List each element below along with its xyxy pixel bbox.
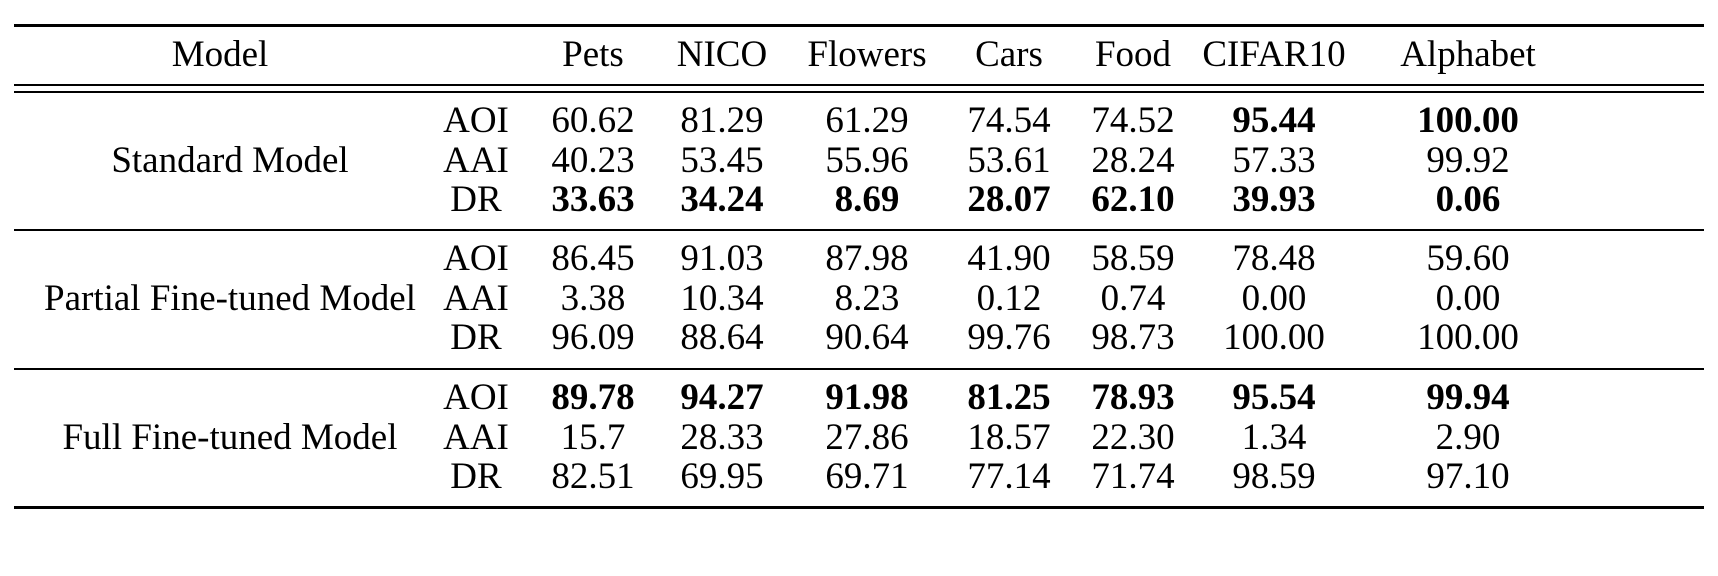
- value-cell: 55.96: [825, 140, 909, 181]
- value-cell: 82.51: [551, 456, 635, 497]
- value-cell: 69.71: [825, 456, 909, 497]
- group-rule-1: [14, 229, 1704, 231]
- value-cell: 53.61: [967, 140, 1051, 181]
- group-rule-2: [14, 368, 1704, 370]
- value-cell: 99.94: [1426, 377, 1510, 418]
- value-cell: 91.98: [825, 377, 909, 418]
- metric-label: DR: [450, 456, 502, 497]
- value-cell: 0.00: [1435, 278, 1501, 319]
- value-cell: 15.7: [560, 417, 626, 458]
- header-model: Model: [171, 34, 269, 75]
- metric-label: DR: [450, 317, 502, 358]
- value-cell: 90.64: [825, 317, 909, 358]
- metric-label: AOI: [443, 100, 509, 141]
- value-cell: 74.54: [967, 100, 1051, 141]
- value-cell: 74.52: [1091, 100, 1175, 141]
- value-cell: 100.00: [1417, 100, 1519, 141]
- value-cell: 98.73: [1091, 317, 1175, 358]
- metric-label: AAI: [443, 140, 509, 181]
- value-cell: 18.57: [967, 417, 1051, 458]
- group-name: Full Fine-tuned Model: [62, 417, 398, 458]
- value-cell: 81.25: [967, 377, 1051, 418]
- value-cell: 8.23: [834, 278, 900, 319]
- value-cell: 61.29: [825, 100, 909, 141]
- value-cell: 78.93: [1091, 377, 1175, 418]
- value-cell: 40.23: [551, 140, 635, 181]
- value-cell: 3.38: [560, 278, 626, 319]
- header-alphabet: Alphabet: [1400, 34, 1536, 75]
- header-double-rule-lower: [14, 91, 1704, 93]
- value-cell: 0.06: [1435, 179, 1501, 220]
- value-cell: 59.60: [1426, 238, 1510, 279]
- value-cell: 95.44: [1232, 100, 1316, 141]
- value-cell: 99.92: [1426, 140, 1510, 181]
- header-food: Food: [1094, 34, 1172, 75]
- value-cell: 78.48: [1232, 238, 1316, 279]
- metric-label: AAI: [443, 417, 509, 458]
- value-cell: 77.14: [967, 456, 1051, 497]
- value-cell: 60.62: [551, 100, 635, 141]
- value-cell: 53.45: [680, 140, 764, 181]
- value-cell: 98.59: [1232, 456, 1316, 497]
- value-cell: 81.29: [680, 100, 764, 141]
- value-cell: 34.24: [680, 179, 764, 220]
- header-flowers: Flowers: [807, 34, 927, 75]
- value-cell: 87.98: [825, 238, 909, 279]
- metric-label: AOI: [443, 377, 509, 418]
- value-cell: 33.63: [551, 179, 635, 220]
- value-cell: 99.76: [967, 317, 1051, 358]
- value-cell: 86.45: [551, 238, 635, 279]
- header-pets: Pets: [562, 34, 624, 75]
- value-cell: 27.86: [825, 417, 909, 458]
- metric-label: DR: [450, 179, 502, 220]
- value-cell: 10.34: [680, 278, 764, 319]
- value-cell: 2.90: [1435, 417, 1501, 458]
- bottom-rule: [14, 506, 1704, 509]
- value-cell: 89.78: [551, 377, 635, 418]
- value-cell: 94.27: [680, 377, 764, 418]
- header-cifar10: CIFAR10: [1202, 34, 1346, 75]
- header-cars: Cars: [975, 34, 1043, 75]
- value-cell: 95.54: [1232, 377, 1316, 418]
- value-cell: 58.59: [1091, 238, 1175, 279]
- metric-label: AAI: [443, 278, 509, 319]
- value-cell: 28.07: [967, 179, 1051, 220]
- group-name: Standard Model: [111, 140, 349, 181]
- metric-label: AOI: [443, 238, 509, 279]
- value-cell: 41.90: [967, 238, 1051, 279]
- value-cell: 0.74: [1100, 278, 1166, 319]
- value-cell: 91.03: [680, 238, 764, 279]
- value-cell: 0.12: [976, 278, 1042, 319]
- value-cell: 39.93: [1232, 179, 1316, 220]
- value-cell: 0.00: [1241, 278, 1307, 319]
- value-cell: 71.74: [1091, 456, 1175, 497]
- value-cell: 100.00: [1223, 317, 1325, 358]
- top-rule: [14, 24, 1704, 27]
- value-cell: 96.09: [551, 317, 635, 358]
- header-nico: NICO: [676, 34, 768, 75]
- header-double-rule-upper: [14, 84, 1704, 86]
- value-cell: 62.10: [1091, 179, 1175, 220]
- value-cell: 69.95: [680, 456, 764, 497]
- value-cell: 8.69: [834, 179, 900, 220]
- value-cell: 97.10: [1426, 456, 1510, 497]
- value-cell: 22.30: [1091, 417, 1175, 458]
- value-cell: 88.64: [680, 317, 764, 358]
- value-cell: 57.33: [1232, 140, 1316, 181]
- group-name: Partial Fine-tuned Model: [44, 278, 416, 319]
- value-cell: 28.33: [680, 417, 764, 458]
- value-cell: 1.34: [1241, 417, 1307, 458]
- value-cell: 100.00: [1417, 317, 1519, 358]
- value-cell: 28.24: [1091, 140, 1175, 181]
